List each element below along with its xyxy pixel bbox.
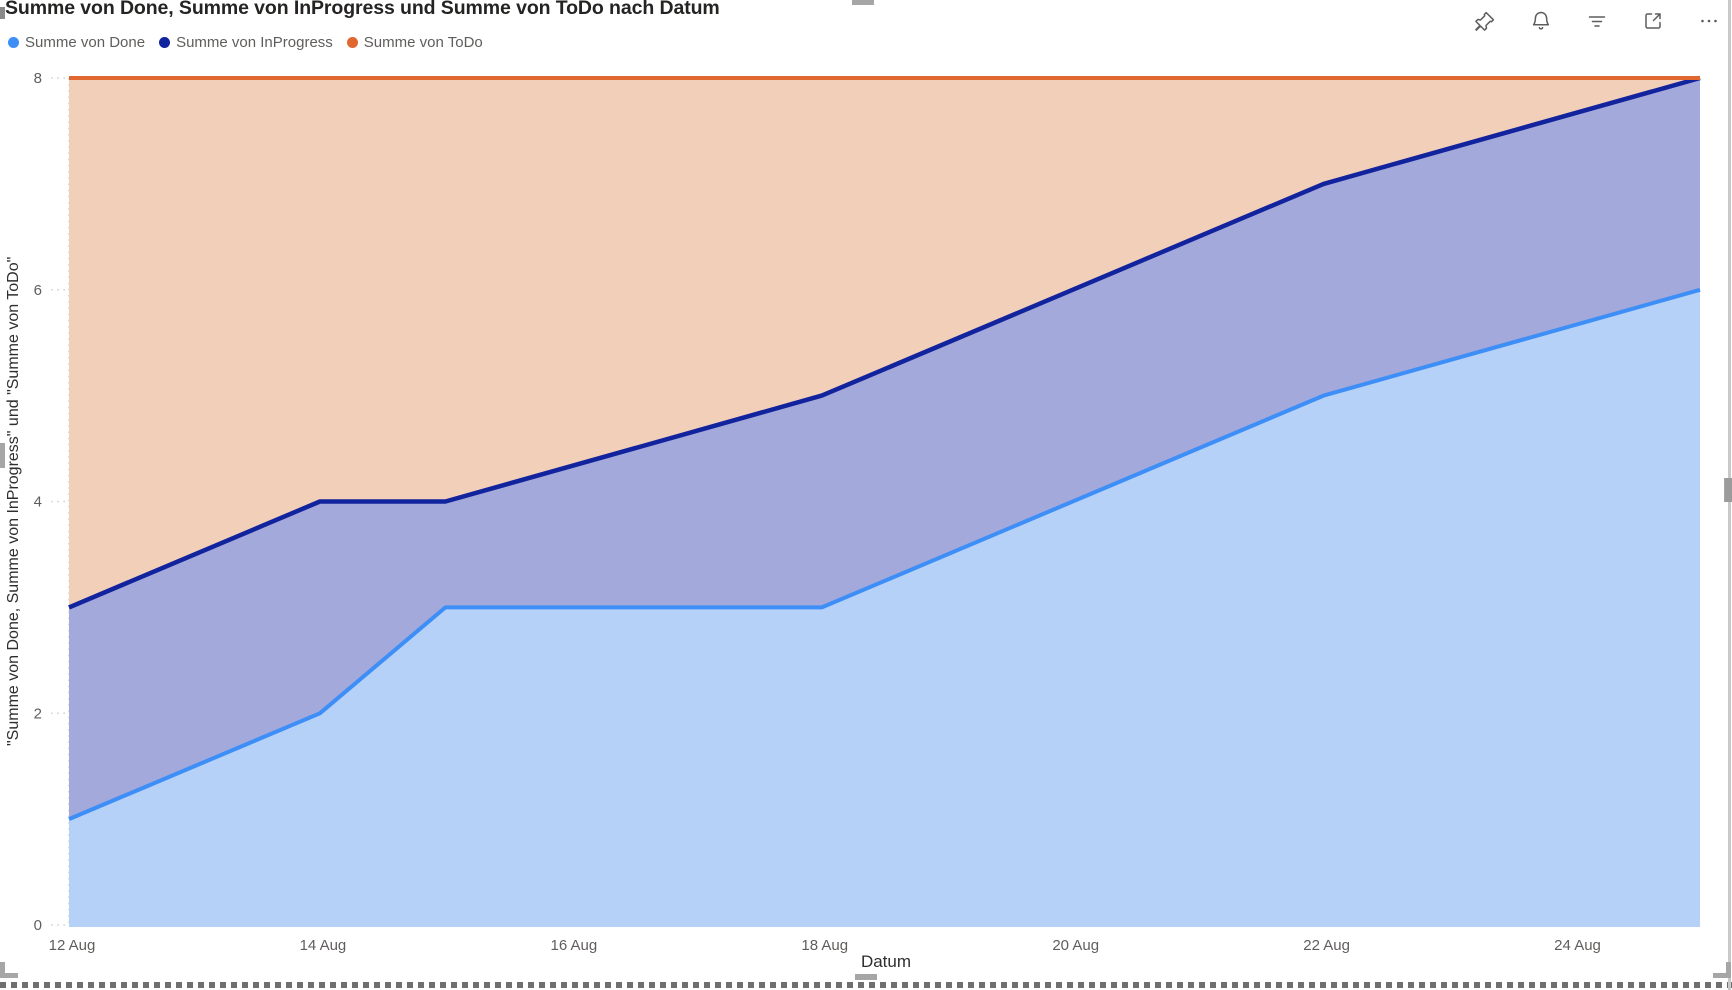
x-axis-title: Datum — [860, 952, 912, 971]
resize-handle-bottom[interactable] — [855, 974, 877, 980]
resize-handle-left[interactable] — [0, 443, 5, 468]
x-tick-label: 20 Aug — [1052, 937, 1099, 954]
resize-corner-bottom-right[interactable] — [1713, 973, 1731, 978]
alerts-button[interactable] — [1527, 7, 1555, 35]
visual-header-toolbar — [1471, 7, 1723, 35]
resize-corner-bottom-left[interactable] — [0, 962, 5, 978]
y-tick-label: 6 — [34, 282, 42, 299]
legend-label-inprogress: Summe von InProgress — [176, 34, 333, 51]
x-tick-label: 14 Aug — [300, 937, 347, 954]
legend: Summe von Done Summe von InProgress Summ… — [8, 34, 483, 51]
visual-title: Summe von Done, Summe von InProgress und… — [5, 0, 720, 19]
resize-corner-bottom-right[interactable] — [1726, 962, 1731, 978]
y-tick-label: 4 — [34, 494, 42, 511]
selection-border-bottom — [0, 982, 1732, 988]
pin-button[interactable] — [1471, 7, 1499, 35]
x-tick-label: 18 Aug — [801, 937, 848, 954]
more-options-icon — [1701, 19, 1717, 23]
legend-label-todo: Summe von ToDo — [363, 34, 483, 51]
more-options-button[interactable] — [1695, 7, 1723, 35]
focus-mode-icon — [1645, 13, 1661, 29]
y-tick-label: 8 — [34, 70, 42, 87]
filter-icon — [1588, 16, 1606, 27]
filter-button[interactable] — [1583, 7, 1611, 35]
area-inprogress — [69, 78, 1700, 820]
y-axis-title: "Summe von Done, Summe von InProgress" u… — [5, 256, 22, 747]
scrollbar-thumb[interactable] — [1725, 478, 1732, 502]
x-tick-label: 24 Aug — [1554, 937, 1601, 954]
x-tick-label: 12 Aug — [49, 937, 96, 954]
x-tick-label: 22 Aug — [1303, 937, 1350, 954]
line-done — [68, 287, 1701, 821]
bell-icon — [1532, 11, 1550, 30]
y-tick-label: 0 — [34, 917, 42, 934]
legend-item-inprogress[interactable]: Summe von InProgress — [159, 34, 333, 51]
resize-handle-top-left[interactable] — [0, 7, 5, 19]
area-done — [69, 289, 1700, 927]
focus-mode-button[interactable] — [1639, 7, 1667, 35]
legend-dot-inprogress-icon — [159, 37, 171, 48]
legend-item-todo[interactable]: Summe von ToDo — [346, 34, 483, 51]
legend-dot-todo-icon — [346, 37, 358, 48]
y-tick-label: 2 — [34, 705, 42, 722]
legend-dot-done-icon — [8, 37, 19, 48]
resize-corner-bottom-left[interactable] — [0, 973, 18, 978]
legend-item-done[interactable]: Summe von Done — [8, 34, 145, 51]
x-tick-label: 16 Aug — [550, 937, 597, 954]
area-todo — [69, 78, 1700, 608]
line-inprogress — [68, 75, 1701, 610]
legend-label-done: Summe von Done — [25, 34, 146, 51]
pin-icon — [1475, 11, 1495, 31]
resize-handle-top[interactable] — [852, 0, 874, 5]
